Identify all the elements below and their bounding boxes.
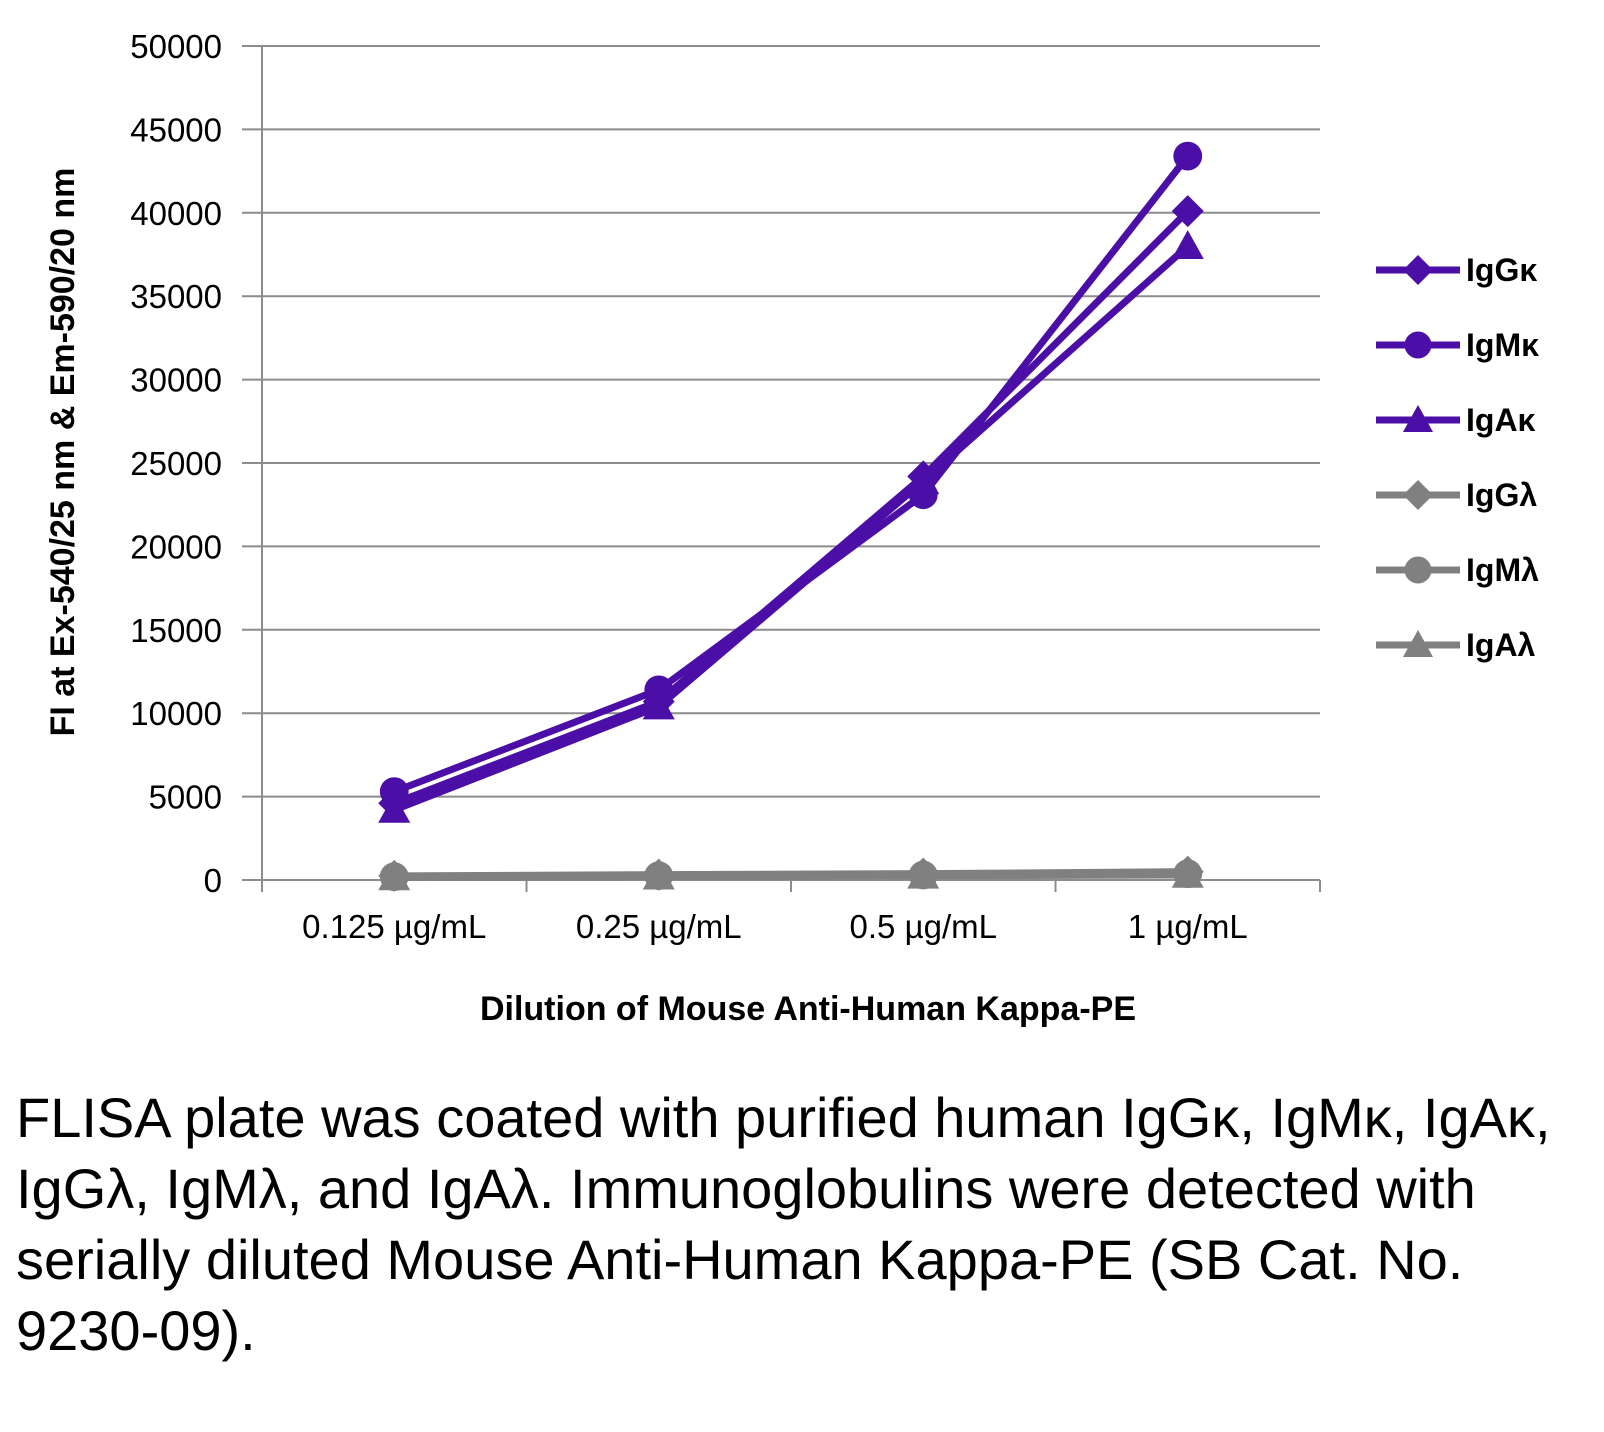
y-tick-label: 50000 xyxy=(130,28,222,65)
series-lines xyxy=(378,141,1204,892)
data-point xyxy=(1171,195,1204,228)
series-line xyxy=(394,868,1188,880)
data-point xyxy=(1171,230,1204,259)
data-point xyxy=(907,460,940,493)
series-IgGκ xyxy=(378,195,1204,820)
data-point xyxy=(378,859,411,892)
axes xyxy=(242,46,1321,892)
legend: IgGκ IgMκ IgAκ IgGλ IgMλ IgAλ xyxy=(1376,252,1539,663)
legend-label: IgAκ xyxy=(1466,402,1536,438)
y-tick-label: 5000 xyxy=(149,779,222,816)
series-line xyxy=(392,208,1191,807)
legend-marker xyxy=(1404,331,1432,359)
legend-label: IgMλ xyxy=(1466,552,1539,588)
x-tick-label: 0.125 µg/mL xyxy=(302,908,486,945)
series-line xyxy=(392,153,1191,795)
x-tick-label: 0.5 µg/mL xyxy=(850,908,997,945)
legend-marker xyxy=(1403,480,1433,510)
y-tick-label: 45000 xyxy=(130,111,222,148)
x-tick-label: 0.25 µg/mL xyxy=(576,908,742,945)
legend-marker xyxy=(1403,405,1433,432)
legend-marker xyxy=(1403,630,1433,657)
y-axis-title: FI at Ex-540/25 nm & Em-590/20 nm xyxy=(44,168,82,737)
legend-label: IgMκ xyxy=(1466,327,1539,363)
y-tick-label: 25000 xyxy=(130,445,222,482)
legend-item: IgMλ xyxy=(1376,552,1539,588)
legend-marker xyxy=(1404,556,1432,584)
legend-item: IgGλ xyxy=(1376,477,1537,513)
legend-label: IgAλ xyxy=(1466,627,1536,663)
data-point xyxy=(642,858,675,891)
y-tick-label: 15000 xyxy=(130,612,222,649)
legend-label: IgGλ xyxy=(1466,477,1537,513)
y-tick-label: 40000 xyxy=(130,195,222,232)
data-point xyxy=(908,480,938,510)
y-tick-label: 35000 xyxy=(130,278,222,315)
y-tick-labels: 0 5000 10000 15000 20000 25000 30000 35000 40000… xyxy=(130,28,222,899)
data-point xyxy=(907,857,940,890)
y-tick-label: 10000 xyxy=(130,695,222,732)
gridlines xyxy=(242,45,1320,798)
chart: 0 5000 10000 15000 20000 25000 30000 35000 40000… xyxy=(44,28,1539,1028)
legend-item: IgMκ xyxy=(1376,327,1539,363)
x-axis-title: Dilution of Mouse Anti-Human Kappa-PE xyxy=(480,990,1136,1028)
data-point xyxy=(1173,141,1203,171)
legend-item: IgAκ xyxy=(1376,402,1536,438)
figure-caption: FLISA plate was coated with purified hum… xyxy=(16,1086,1551,1362)
y-tick-label: 30000 xyxy=(130,362,222,399)
data-point xyxy=(1171,855,1204,888)
y-tick-label: 20000 xyxy=(130,528,222,565)
data-point xyxy=(642,685,675,718)
series-IgGλ xyxy=(378,855,1204,892)
legend-marker xyxy=(1403,255,1433,285)
legend-item: IgAλ xyxy=(1376,627,1536,663)
legend-item: IgGκ xyxy=(1376,252,1537,288)
x-tick-labels: 0.125 µg/mL 0.25 µg/mL 0.5 µg/mL 1 µg/mL xyxy=(302,908,1248,945)
legend-label: IgGκ xyxy=(1466,252,1537,288)
x-tick-label: 1 µg/mL xyxy=(1128,908,1248,945)
y-tick-label: 0 xyxy=(204,862,222,899)
data-point xyxy=(378,787,411,820)
series-IgMκ xyxy=(379,141,1203,806)
